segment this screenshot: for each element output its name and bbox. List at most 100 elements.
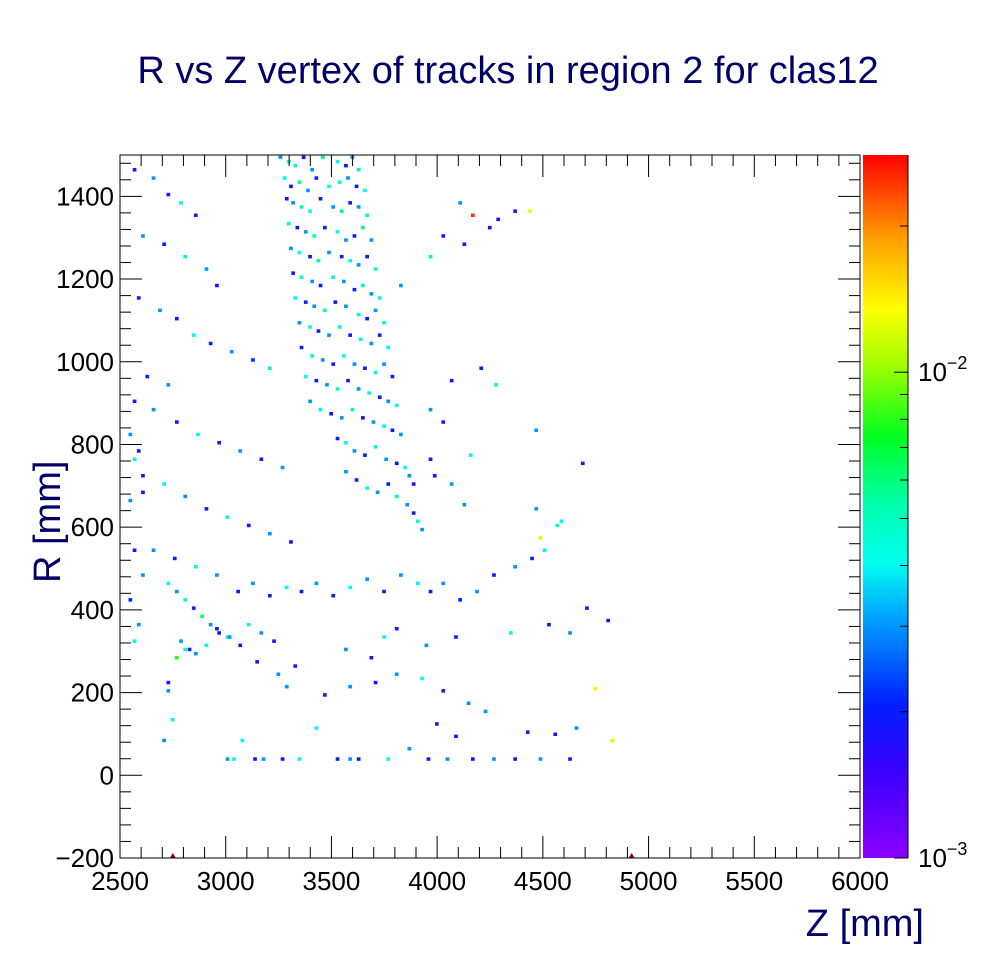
y-axis-title: R [mm] — [27, 461, 69, 583]
heatmap-bin — [227, 635, 232, 639]
heatmap-bin — [215, 573, 219, 577]
heatmap-bin — [316, 259, 321, 263]
heatmap-bin — [363, 453, 367, 457]
heatmap-bin — [399, 432, 403, 437]
plot-frame — [119, 154, 861, 859]
heatmap-bin — [141, 490, 145, 495]
heatmap-bin — [310, 279, 314, 284]
heatmap-bin — [183, 647, 188, 652]
chart-title: R vs Z vertex of tracks in region 2 for … — [137, 50, 878, 92]
heatmap-bin — [344, 304, 348, 308]
heatmap-bin — [314, 726, 319, 730]
heatmap-bin — [346, 176, 350, 180]
heatmap-bin — [238, 643, 243, 648]
heatmap-bin — [369, 656, 374, 660]
heatmap-bin — [308, 325, 312, 329]
heatmap-bin — [240, 738, 245, 743]
heatmap-bin — [390, 374, 395, 379]
heatmap-bin — [394, 672, 399, 676]
heatmap-bin — [128, 432, 133, 437]
heatmap-bin — [483, 709, 488, 714]
heatmap-bin — [312, 304, 317, 308]
heatmap-bin — [344, 441, 348, 445]
colorbar-tick-label: 10−2 — [918, 353, 967, 387]
heatmap-bin — [513, 757, 517, 761]
heatmap-bin — [170, 718, 175, 722]
heatmap-bin — [373, 445, 378, 449]
heatmap-bin — [289, 540, 293, 544]
heatmap-bin — [394, 461, 399, 466]
heatmap-bin — [194, 651, 198, 656]
heatmap-bin — [356, 205, 361, 209]
heatmap-bin — [331, 205, 336, 209]
heatmap-bin — [424, 643, 429, 648]
heatmap-bin — [323, 225, 327, 230]
heatmap-bin — [282, 176, 287, 180]
heatmap-bin — [416, 581, 420, 586]
heatmap-bin — [352, 362, 357, 366]
heatmap-bin — [162, 738, 166, 743]
heatmap-bin — [356, 757, 361, 761]
heatmap-bin — [204, 267, 209, 271]
heatmap-bin — [236, 589, 240, 594]
heatmap-bin — [128, 498, 133, 503]
heatmap-bin — [259, 631, 264, 635]
heatmap-bin — [428, 254, 433, 259]
heatmap-bin — [377, 395, 382, 399]
heatmap-bin — [151, 176, 156, 180]
heatmap-bin — [377, 296, 382, 300]
heatmap-bin — [251, 581, 255, 586]
heatmap-bin — [200, 614, 204, 619]
heatmap-bin — [284, 684, 289, 689]
heatmap-bin — [568, 631, 572, 635]
heatmap-bin — [215, 283, 219, 288]
heatmap-bin — [606, 618, 610, 623]
heatmap-bin — [331, 362, 336, 366]
heatmap-bin — [323, 693, 327, 697]
heatmap-bin — [314, 378, 319, 383]
heatmap-bin — [382, 635, 386, 639]
heatmap-bin — [327, 250, 331, 255]
heatmap-bin — [352, 449, 357, 453]
heatmap-bin — [449, 378, 454, 383]
heatmap-bin — [335, 159, 340, 164]
heatmap-bin — [232, 757, 236, 761]
y-tick-label: 0 — [100, 760, 114, 790]
x-tick-label: 6000 — [831, 866, 889, 896]
heatmap-bin — [151, 548, 156, 552]
heatmap-bin — [386, 757, 391, 761]
heatmap-bins — [128, 155, 615, 761]
axis-marker — [169, 853, 176, 858]
heatmap-bin — [496, 217, 500, 222]
heatmap-bin — [361, 416, 365, 420]
heatmap-bin — [344, 469, 348, 474]
heatmap-bin — [454, 734, 458, 739]
heatmap-bin — [141, 573, 145, 577]
y-tick-label: 600 — [71, 512, 114, 542]
heatmap-bin — [132, 457, 137, 461]
heatmap-bin — [428, 589, 433, 594]
heatmap-bin — [386, 482, 391, 486]
heatmap-bin — [538, 757, 543, 761]
heatmap-bin — [344, 647, 348, 652]
y-axis: −200 0 200 400 600 800 1000 1200 1400 — [55, 162, 860, 873]
heatmap-bin — [335, 436, 340, 441]
heatmap-bin — [342, 279, 346, 284]
heatmap-bin — [348, 757, 352, 761]
heatmap-bin — [246, 523, 251, 528]
heatmap-bin — [136, 449, 141, 453]
heatmap-bin — [162, 242, 166, 246]
heatmap-bin — [208, 622, 213, 627]
heatmap-bin — [225, 757, 230, 761]
heatmap-bin — [306, 188, 310, 193]
heatmap-bin — [363, 188, 367, 193]
heatmap-bin — [441, 581, 446, 586]
heatmap-bin — [175, 316, 179, 321]
heatmap-bin — [593, 687, 598, 691]
x-axis-title: Z [mm] — [806, 903, 924, 945]
heatmap-bin — [208, 341, 213, 346]
heatmap-bin — [132, 639, 137, 643]
heatmap-bin — [259, 457, 264, 461]
heatmap-bin — [268, 366, 272, 370]
heatmap-bin — [136, 296, 141, 300]
